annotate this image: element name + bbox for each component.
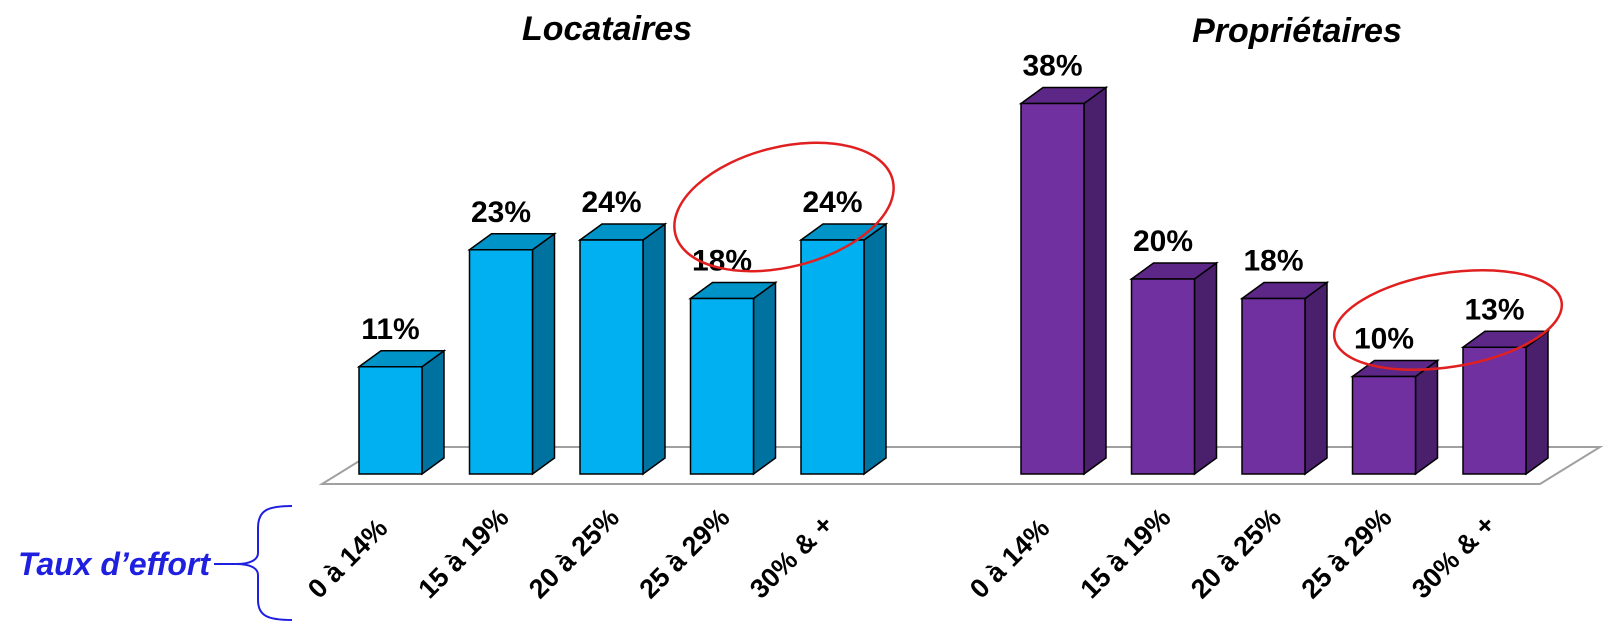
bar-locataires-4 [688, 281, 778, 476]
tick-label-proprietaires-2: 15 à 19% [1075, 502, 1177, 604]
bar-side-proprietaires-5 [1525, 329, 1549, 476]
axis-label-taux-effort: Taux d’effort [18, 546, 211, 582]
data-label-locataires-5: 24% [802, 186, 862, 219]
bar-front-locataires-2 [468, 249, 534, 475]
bar-side-proprietaires-3 [1304, 281, 1328, 476]
chart-title-proprietaires: Propriétaires [1192, 12, 1402, 50]
bar-front-proprietaires-4 [1351, 375, 1417, 475]
data-label-locataires-1: 11% [361, 313, 419, 346]
bar-side-locataires-3 [642, 222, 666, 476]
bar-locataires-1 [356, 349, 447, 476]
data-label-proprietaires-2: 20% [1133, 225, 1193, 258]
data-label-proprietaires-4: 10% [1354, 323, 1414, 356]
tick-label-locataires-1: 0 à 14% [302, 513, 393, 604]
tick-label-proprietaires-5: 30% & + [1406, 509, 1501, 604]
data-label-locataires-2: 23% [471, 196, 531, 229]
bar-front-proprietaires-1 [1020, 102, 1085, 475]
bar-side-locataires-4 [752, 281, 777, 476]
bar-front-locataires-3 [579, 239, 644, 475]
highlight-ellipse-proprietaires [1332, 268, 1564, 372]
data-label-locataires-3: 24% [581, 186, 641, 219]
data-label-proprietaires-1: 38% [1022, 50, 1082, 83]
bar-side-proprietaires-4 [1414, 359, 1439, 476]
bar-side-proprietaires-1 [1083, 86, 1107, 476]
tick-label-locataires-3: 20 à 25% [523, 502, 625, 604]
tick-label-proprietaires-1: 0 à 14% [964, 513, 1055, 604]
bar-proprietaires-4 [1350, 359, 1440, 476]
tick-label-locataires-4: 25 à 29% [634, 502, 736, 604]
bar-side-proprietaires-2 [1193, 261, 1218, 476]
bar-front-proprietaires-3 [1241, 297, 1306, 475]
bar-locataires-5 [798, 222, 889, 476]
highlight-ellipse-locataires [673, 141, 895, 273]
brace-icon [235, 505, 293, 621]
bar-proprietaires-2 [1129, 261, 1219, 476]
tick-label-locataires-2: 15 à 19% [413, 502, 515, 604]
chart-title-locataires: Locataires [522, 10, 692, 48]
bar-locataires-3 [577, 222, 668, 476]
bar-proprietaires-3 [1239, 281, 1330, 476]
bar-front-locataires-1 [358, 366, 423, 475]
bar-front-locataires-4 [689, 297, 755, 475]
bar-front-locataires-5 [800, 239, 865, 475]
tick-label-proprietaires-3: 20 à 25% [1185, 502, 1287, 604]
bar-proprietaires-1 [1018, 86, 1109, 476]
data-label-proprietaires-3: 18% [1243, 245, 1303, 278]
bar-front-proprietaires-5 [1462, 346, 1527, 475]
bar-front-proprietaires-2 [1130, 278, 1196, 475]
bar-side-locataires-2 [531, 232, 556, 476]
data-label-proprietaires-5: 13% [1464, 293, 1524, 326]
tick-label-proprietaires-4: 25 à 29% [1296, 502, 1398, 604]
tick-label-locataires-5: 30% & + [744, 509, 839, 604]
bars-layer [356, 86, 1551, 476]
bar-locataires-2 [467, 232, 557, 476]
bar-side-locataires-5 [863, 222, 887, 476]
bar-side-locataires-1 [421, 349, 445, 476]
